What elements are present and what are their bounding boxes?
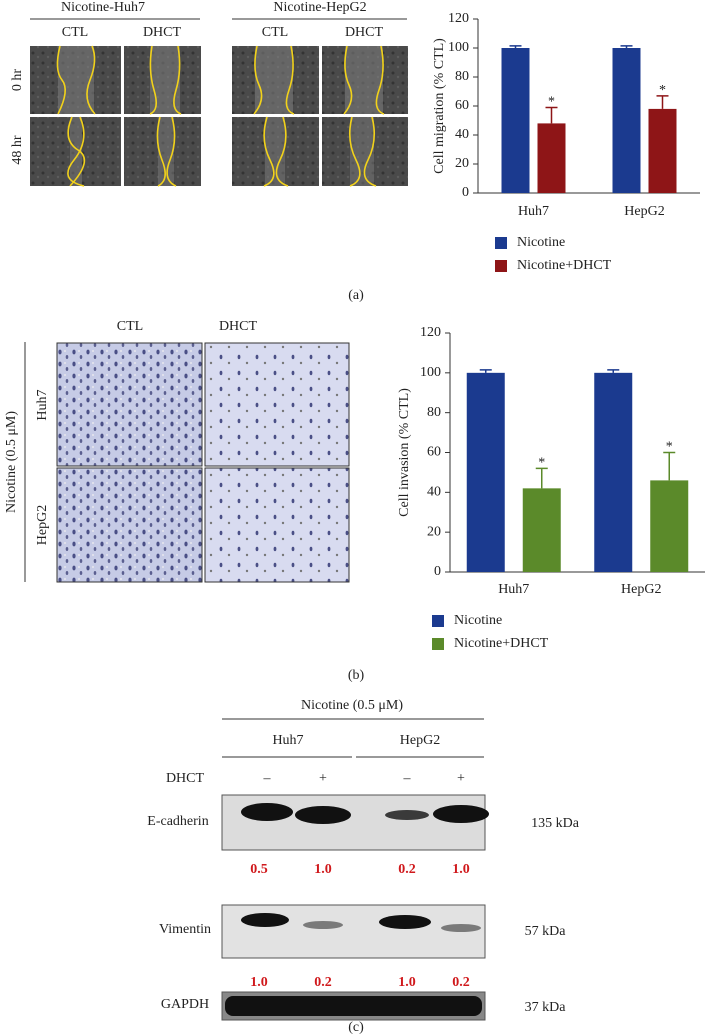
group-label: Huh7	[272, 733, 303, 748]
row-label: HepG2	[35, 505, 50, 545]
significance: *	[548, 95, 555, 110]
x-tick-label: Huh7	[518, 204, 549, 219]
row-label: Huh7	[35, 389, 50, 420]
bar	[594, 372, 633, 572]
y-tick-label: 20	[455, 156, 469, 171]
bar	[612, 48, 641, 193]
y-tick-label: 80	[455, 69, 469, 84]
sign: –	[263, 771, 272, 786]
blot-size: 135 kDa	[531, 816, 580, 831]
error-bar	[656, 95, 669, 109]
bands	[225, 996, 482, 1016]
blot-size: 37 kDa	[525, 1000, 567, 1015]
error-bar	[620, 45, 633, 48]
ratio: 1.0	[250, 975, 268, 990]
ratio: 1.0	[314, 862, 332, 877]
micrographs	[56, 342, 350, 583]
ratio: 1.0	[398, 975, 416, 990]
ratio: 0.2	[452, 975, 470, 990]
treatment-label: DHCT	[166, 771, 205, 786]
sign: –	[403, 771, 412, 786]
y-tick-label: 120	[448, 11, 469, 26]
y-axis-label: Cell migration (% CTL)	[432, 38, 447, 174]
legend-swatch	[432, 615, 444, 627]
x-tick-label: HepG2	[624, 204, 664, 219]
y-tick-label: 60	[427, 445, 441, 460]
bar	[501, 48, 530, 193]
panel-label: (c)	[348, 1020, 364, 1035]
blot	[221, 904, 486, 959]
x-tick-label: HepG2	[621, 582, 661, 597]
y-tick-label: 40	[427, 485, 441, 500]
bar	[648, 108, 677, 193]
error-bar	[545, 106, 558, 124]
column-label: CTL	[62, 25, 88, 40]
legend-label: Nicotine+DHCT	[454, 636, 549, 651]
row-label: 0 hr	[10, 69, 25, 92]
sign: +	[457, 771, 465, 786]
y-tick-label: 40	[455, 127, 469, 142]
ratio: 0.2	[398, 862, 416, 877]
legend-swatch	[432, 638, 444, 650]
y-axis-label: Cell invasion (% CTL)	[397, 388, 412, 517]
column-label: DHCT	[345, 25, 384, 40]
panel-a-images: Nicotine-Huh7 Nicotine-HepG2 CTL DHCT CT…	[10, 0, 408, 303]
bar	[466, 372, 505, 572]
blot-name: GAPDH	[161, 997, 209, 1012]
y-tick-label: 0	[462, 185, 469, 200]
y-tick-label: 100	[420, 365, 441, 380]
significance: *	[659, 83, 666, 98]
significance: *	[666, 440, 673, 455]
bar	[537, 123, 566, 193]
error-bar	[663, 451, 676, 481]
y-tick-label: 20	[427, 524, 441, 539]
significance: *	[538, 456, 545, 471]
error-bar	[479, 369, 492, 373]
column-label: DHCT	[219, 319, 258, 334]
panel-label: (b)	[348, 668, 365, 683]
panel-c-blot: Nicotine (0.5 μM) Huh7 HepG2 DHCT – + – …	[147, 698, 579, 1035]
column-label: CTL	[262, 25, 288, 40]
bands	[241, 913, 481, 932]
y-tick-label: 80	[427, 405, 441, 420]
legend-label: Nicotine+DHCT	[517, 258, 612, 273]
y-tick-label: 0	[434, 564, 441, 579]
blot-name: E-cadherin	[147, 814, 208, 829]
panel-label: (a)	[348, 288, 364, 303]
column-label: DHCT	[143, 25, 182, 40]
y-tick-label: 120	[420, 325, 441, 340]
legend-label: Nicotine	[517, 235, 565, 250]
error-bar	[607, 369, 620, 373]
blot-name: Vimentin	[159, 922, 211, 937]
legend-swatch	[495, 260, 507, 272]
legend-label: Nicotine	[454, 613, 502, 628]
bands	[241, 803, 489, 824]
panel-b-images: CTL DHCT Nicotine (0.5 μM) Huh7 HepG2 (b…	[4, 319, 364, 683]
error-bar	[535, 467, 548, 489]
row-label: 48 hr	[10, 135, 25, 165]
sign: +	[319, 771, 327, 786]
group-label: Nicotine-Huh7	[61, 0, 145, 15]
ratio: 0.5	[250, 862, 268, 877]
ratio: 1.0	[452, 862, 470, 877]
column-label: CTL	[117, 319, 143, 334]
y-tick-label: 60	[455, 98, 469, 113]
bar	[522, 488, 561, 572]
y-tick-label: 100	[448, 40, 469, 55]
blot-title: Nicotine (0.5 μM)	[301, 698, 403, 713]
blot-size: 57 kDa	[525, 924, 567, 939]
x-tick-label: Huh7	[498, 582, 529, 597]
side-label: Nicotine (0.5 μM)	[4, 411, 19, 513]
group-label: HepG2	[400, 733, 440, 748]
micrographs	[30, 45, 408, 187]
group-label: Nicotine-HepG2	[273, 0, 366, 15]
ratio: 0.2	[314, 975, 332, 990]
error-bar	[509, 45, 522, 48]
bar	[650, 480, 689, 572]
legend-swatch	[495, 237, 507, 249]
